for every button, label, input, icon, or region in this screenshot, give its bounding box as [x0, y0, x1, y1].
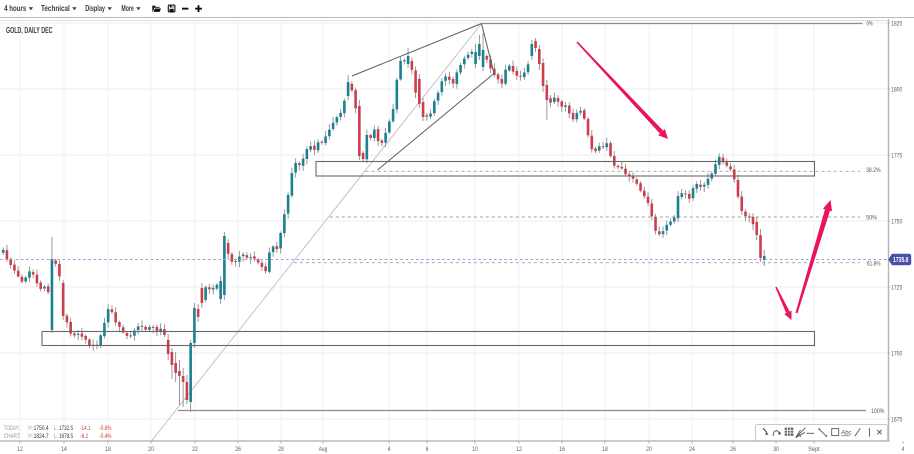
- svg-text:4: 4: [388, 446, 391, 453]
- svg-text:L:: L:: [54, 433, 58, 440]
- svg-text:0%: 0%: [867, 21, 873, 28]
- svg-text:20: 20: [148, 446, 154, 453]
- svg-text:12: 12: [17, 446, 23, 453]
- svg-text:Abc: Abc: [841, 431, 851, 437]
- svg-text:1824.7: 1824.7: [34, 433, 49, 440]
- svg-text:1678.5: 1678.5: [59, 433, 73, 440]
- svg-text:26: 26: [235, 446, 241, 453]
- svg-text:1725: 1725: [891, 284, 903, 291]
- svg-text:28: 28: [278, 446, 284, 453]
- svg-text:18: 18: [602, 446, 608, 453]
- svg-text:1732.5: 1732.5: [59, 425, 73, 432]
- svg-text:Technical: Technical: [41, 4, 70, 13]
- svg-text:6: 6: [426, 446, 429, 453]
- svg-text:Sept: Sept: [808, 446, 820, 453]
- svg-text:20: 20: [646, 446, 652, 453]
- svg-text:24: 24: [689, 446, 695, 453]
- svg-text:1800: 1800: [891, 86, 903, 93]
- svg-text:H:: H:: [28, 425, 33, 432]
- svg-text:Aug: Aug: [319, 446, 328, 453]
- svg-text:4 hours: 4 hours: [4, 4, 27, 13]
- svg-text:1775: 1775: [891, 152, 903, 159]
- svg-text:-0.4%: -0.4%: [99, 433, 112, 440]
- svg-text:14: 14: [61, 446, 67, 453]
- svg-text:L:: L:: [54, 425, 58, 432]
- svg-text:22: 22: [192, 446, 198, 453]
- svg-text:30: 30: [773, 446, 779, 453]
- svg-text:61.8%: 61.8%: [867, 261, 881, 268]
- svg-text:TODAY:: TODAY:: [4, 425, 20, 432]
- svg-text:1700: 1700: [891, 350, 903, 357]
- svg-text:1825: 1825: [891, 20, 903, 27]
- svg-text:-0.8%: -0.8%: [99, 425, 112, 432]
- svg-text:26: 26: [730, 446, 736, 453]
- svg-text:1675: 1675: [891, 416, 903, 423]
- svg-text:CHART:: CHART:: [4, 433, 21, 440]
- svg-text:More: More: [121, 4, 134, 13]
- svg-text:18: 18: [105, 446, 111, 453]
- svg-text:1735.8: 1735.8: [893, 257, 909, 264]
- svg-text:38.2%: 38.2%: [866, 167, 881, 174]
- svg-text:1750: 1750: [891, 218, 903, 225]
- svg-text:12: 12: [516, 446, 522, 453]
- svg-text:50%: 50%: [866, 215, 877, 222]
- svg-text:16: 16: [559, 446, 565, 453]
- svg-text:1750.4: 1750.4: [34, 425, 49, 432]
- svg-text:4: 4: [902, 446, 905, 453]
- svg-text:-14.1: -14.1: [80, 425, 91, 432]
- svg-text:GOLD, DAILY DEC: GOLD, DAILY DEC: [6, 26, 53, 35]
- svg-text:10: 10: [472, 446, 478, 453]
- svg-text:H:: H:: [28, 433, 33, 440]
- svg-text:-6.2: -6.2: [80, 433, 89, 440]
- svg-text:Display: Display: [85, 4, 105, 13]
- svg-text:100%: 100%: [871, 408, 885, 415]
